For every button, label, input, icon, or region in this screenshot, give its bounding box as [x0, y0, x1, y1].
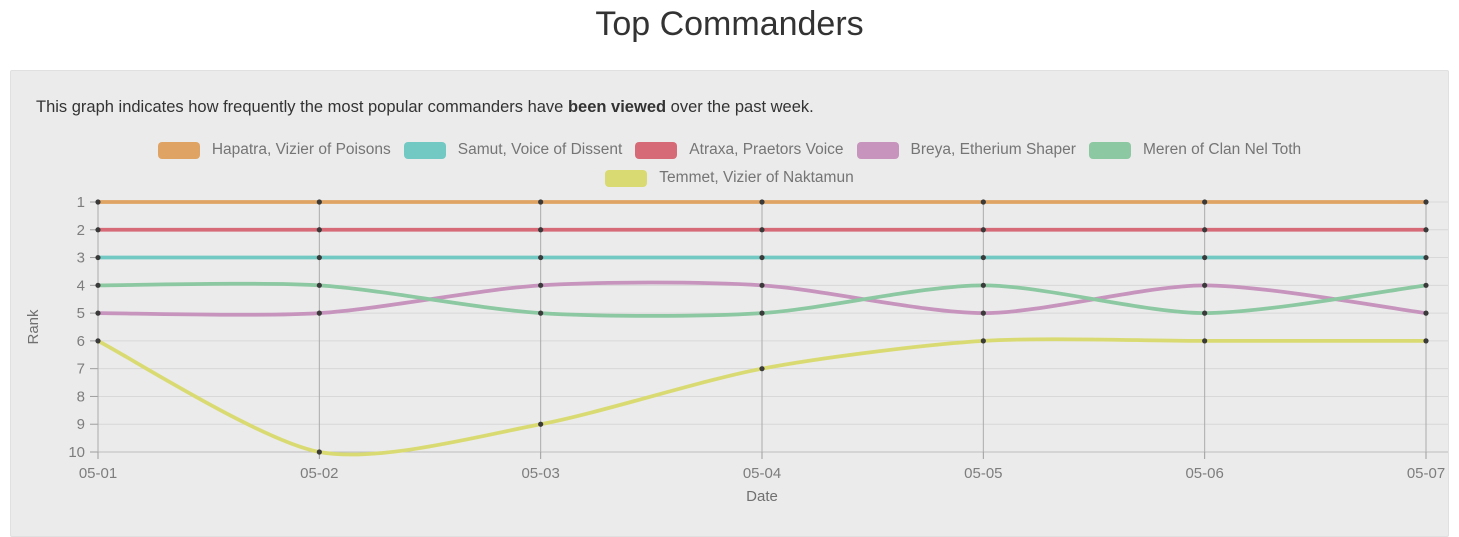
chart-description: This graph indicates how frequently the …	[11, 71, 1448, 118]
data-point[interactable]	[1423, 254, 1429, 261]
chart-legend: Hapatra, Vizier of Poisons Samut, Voice o…	[11, 141, 1448, 187]
legend-item[interactable]: Atraxa, Praetors Voice	[635, 141, 844, 159]
legend-item-label: Meren of Clan Nel Toth	[1142, 141, 1302, 158]
legend-item-label: Hapatra, Vizier of Poisons	[211, 141, 391, 158]
x-tick-label: 05-01	[79, 465, 117, 482]
data-point[interactable]	[538, 421, 544, 427]
data-point[interactable]	[538, 199, 544, 205]
data-point[interactable]	[759, 366, 765, 372]
legend-item[interactable]: Meren of Clan Nel Toth	[1088, 141, 1302, 159]
x-tick-label: 05-03	[521, 465, 559, 482]
data-point[interactable]	[759, 310, 765, 316]
legend-swatch-icon	[1088, 141, 1131, 159]
data-point[interactable]	[538, 282, 544, 288]
data-point[interactable]	[95, 282, 101, 288]
page-title: Top Commanders	[595, 5, 864, 43]
data-point[interactable]	[980, 338, 986, 344]
y-tick-label: 8	[77, 388, 85, 405]
legend-swatch-icon	[403, 141, 446, 159]
x-tick-label: 05-05	[964, 465, 1002, 482]
data-point[interactable]	[1202, 254, 1208, 261]
legend-swatch-icon	[635, 141, 678, 159]
legend-item-label: Samut, Voice of Dissent	[457, 141, 623, 158]
legend-item-label: Breya, Etherium Shaper	[910, 141, 1076, 158]
chart-panel: This graph indicates how frequently the …	[10, 70, 1449, 537]
legend-row: Temmet, Vizier of Naktamun	[605, 169, 854, 187]
legend-swatch-icon	[856, 141, 899, 159]
data-point[interactable]	[1202, 338, 1208, 344]
data-point[interactable]	[980, 199, 986, 205]
y-tick-label: 3	[77, 250, 85, 267]
legend-item[interactable]: Temmet, Vizier of Naktamun	[605, 169, 854, 187]
rank-line-chart[interactable]: 1 2 3 4 5 6 7 8 9 10 05-01 05-02 05-03 05-04 05-05 05-0…	[11, 188, 1448, 518]
x-tick-label: 05-04	[743, 465, 781, 482]
y-tick-label: 9	[77, 416, 85, 433]
y-tick-label: 6	[77, 333, 85, 350]
legend-item[interactable]: Samut, Voice of Dissent	[403, 141, 623, 159]
y-tick-label: 5	[77, 305, 85, 322]
data-point[interactable]	[538, 310, 544, 316]
data-point[interactable]	[95, 310, 101, 316]
y-tick-label: 7	[77, 361, 85, 378]
legend-item-label: Atraxa, Praetors Voice	[689, 141, 844, 158]
data-point[interactable]	[1423, 199, 1429, 205]
data-point[interactable]	[95, 199, 101, 205]
data-point[interactable]	[316, 282, 322, 288]
data-point[interactable]	[316, 254, 322, 261]
data-point[interactable]	[316, 199, 322, 205]
data-point[interactable]	[759, 199, 765, 205]
x-tick-label: 05-06	[1185, 465, 1223, 482]
data-point[interactable]	[316, 227, 322, 233]
data-point[interactable]	[1202, 310, 1208, 316]
data-point[interactable]	[1423, 282, 1429, 288]
data-point[interactable]	[316, 310, 322, 316]
data-point[interactable]	[1202, 227, 1208, 233]
data-point[interactable]	[1202, 199, 1208, 205]
data-point[interactable]	[980, 310, 986, 316]
data-point[interactable]	[1423, 227, 1429, 233]
data-point[interactable]	[1202, 282, 1208, 288]
data-point[interactable]	[1423, 310, 1429, 316]
legend-item[interactable]: Breya, Etherium Shaper	[856, 141, 1076, 159]
y-tick-label: 10	[68, 444, 85, 461]
data-point[interactable]	[759, 227, 765, 233]
data-point[interactable]	[95, 254, 101, 261]
y-tick-label: 1	[77, 194, 85, 211]
legend-item-label: Temmet, Vizier of Naktamun	[659, 169, 854, 186]
y-axis-title: Rank	[25, 309, 42, 345]
data-point[interactable]	[980, 254, 986, 261]
data-point[interactable]	[538, 227, 544, 233]
data-point[interactable]	[759, 254, 765, 261]
legend-row: Hapatra, Vizier of Poisons Samut, Voice o…	[157, 141, 1302, 159]
data-point[interactable]	[95, 227, 101, 233]
x-tick-label: 05-02	[300, 465, 338, 482]
data-point[interactable]	[980, 227, 986, 233]
description-text-end: over the past week.	[666, 98, 814, 116]
data-point[interactable]	[538, 254, 544, 261]
x-axis-title: Date	[746, 488, 778, 505]
y-tick-label: 4	[77, 277, 85, 294]
y-tick-label: 2	[77, 222, 85, 239]
data-point[interactable]	[316, 449, 322, 455]
legend-swatch-icon	[157, 141, 200, 159]
data-point[interactable]	[759, 282, 765, 288]
x-tick-label: 05-07	[1407, 465, 1445, 482]
description-text: This graph indicates how frequently the …	[36, 98, 568, 116]
legend-item[interactable]: Hapatra, Vizier of Poisons	[157, 141, 391, 159]
data-point[interactable]	[1423, 338, 1429, 344]
legend-swatch-icon	[605, 169, 648, 187]
data-point[interactable]	[980, 282, 986, 288]
description-bold-text: been viewed	[567, 98, 667, 116]
data-point[interactable]	[95, 338, 101, 344]
